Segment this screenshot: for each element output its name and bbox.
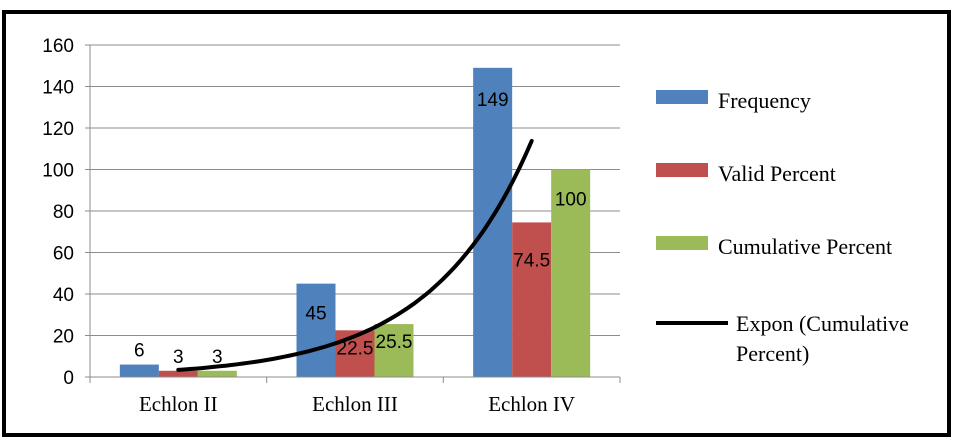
data-labels: 6 45 149 3 22.5 74.5 3 25.5 100 [134,90,586,368]
data-label: 22.5 [337,338,374,359]
y-tick-label: 160 [42,36,74,57]
legend: Frequency Valid Percent Cumulative Percent… [656,88,909,366]
y-tick-label: 100 [42,161,74,182]
bar [512,222,552,377]
category-label: Echlon IV [488,392,575,416]
legend-swatch [656,236,708,250]
bar [296,283,336,377]
y-tick-label: 120 [42,119,74,140]
bar [551,169,591,377]
legend-label: Cumulative Percent [718,234,892,259]
data-label: 3 [212,347,223,368]
category-label: Echlon III [312,392,398,416]
data-label: 45 [305,304,326,325]
legend-trend-label: Percent) [736,341,809,366]
bar [119,364,159,377]
y-tick-label: 80 [53,202,74,223]
category-label: Echlon II [139,392,218,416]
bar [158,370,198,377]
bar-series [119,67,591,377]
bar [374,324,414,377]
y-tick-label: 60 [53,244,74,265]
data-label: 149 [477,90,509,111]
y-tick-label: 40 [53,285,74,306]
y-tick-label: 20 [53,327,74,348]
legend-swatch [656,90,708,104]
trendline-group [176,138,534,372]
legend-label: Frequency [718,88,811,113]
data-label: 25.5 [376,332,413,353]
data-label: 100 [555,190,587,211]
data-label: 3 [173,347,184,368]
y-tick-label: 140 [42,78,74,99]
data-label: 74.5 [513,250,550,271]
legend-swatch [656,163,708,177]
trendline [176,138,534,372]
data-label: 6 [134,341,145,362]
bar [473,67,513,377]
y-tick-label: 0 [63,368,74,389]
bar [197,370,237,377]
legend-trend-label: Expon (Cumulative [736,311,909,336]
x-axis: Echlon II Echlon III Echlon IV [89,376,621,416]
legend-label: Valid Percent [718,161,836,186]
y-axis: 0 20 40 60 80 100 120 140 160 [42,36,91,389]
